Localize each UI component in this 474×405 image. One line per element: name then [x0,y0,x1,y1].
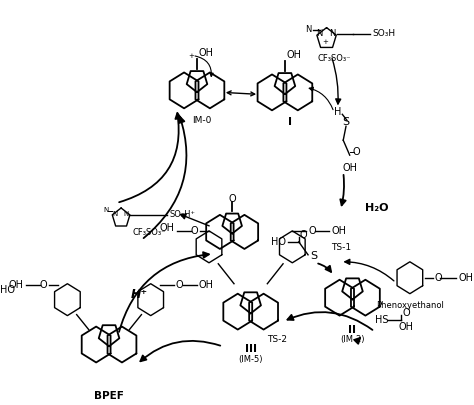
Text: +: + [188,53,194,59]
Text: OH: OH [9,280,24,290]
Text: OH: OH [160,223,175,233]
Text: H: H [334,107,341,117]
Text: HO: HO [271,237,286,247]
Text: H⁺: H⁺ [131,288,148,301]
Text: +: + [323,38,328,45]
Text: Phenoxyethanol: Phenoxyethanol [376,301,444,310]
Text: SO₃H⁺: SO₃H⁺ [169,211,195,220]
Text: O: O [300,230,307,240]
Text: N: N [123,211,128,217]
Text: II: II [348,324,356,335]
Text: N: N [103,207,108,213]
Text: OH: OH [287,50,302,60]
Text: HS: HS [375,315,389,324]
Text: OH: OH [199,280,214,290]
Text: IM-0: IM-0 [192,116,211,125]
Text: O: O [228,194,236,204]
Text: OH: OH [342,163,357,173]
Text: OH: OH [399,322,414,332]
Text: O: O [39,280,47,290]
Text: N: N [305,25,311,34]
Text: O: O [402,308,410,318]
Text: SO₃H: SO₃H [372,29,395,38]
Text: O: O [176,280,183,290]
Text: N: N [329,29,335,38]
Text: (IM-2): (IM-2) [340,335,365,344]
Text: I: I [288,117,292,127]
Text: BPEF: BPEF [94,391,124,401]
Text: (IM-5): (IM-5) [238,355,263,364]
Text: CF₃SO₃⁻: CF₃SO₃⁻ [132,228,165,237]
Text: TS-1: TS-1 [331,243,351,252]
Text: OH: OH [458,273,473,283]
Text: S: S [310,251,317,261]
Text: TS-2: TS-2 [267,335,287,344]
Text: O: O [190,226,198,236]
Text: O: O [352,147,360,157]
Text: N: N [112,211,117,217]
Text: OH: OH [199,48,214,58]
Text: S: S [342,117,349,127]
Text: O: O [435,273,443,283]
Text: OH: OH [331,226,346,236]
Text: HO: HO [0,285,15,295]
Text: III: III [245,345,256,354]
Text: CF₃SO₃⁻: CF₃SO₃⁻ [317,54,351,63]
Text: H₂O: H₂O [365,203,389,213]
Text: N: N [316,29,322,38]
Text: O: O [308,226,316,236]
